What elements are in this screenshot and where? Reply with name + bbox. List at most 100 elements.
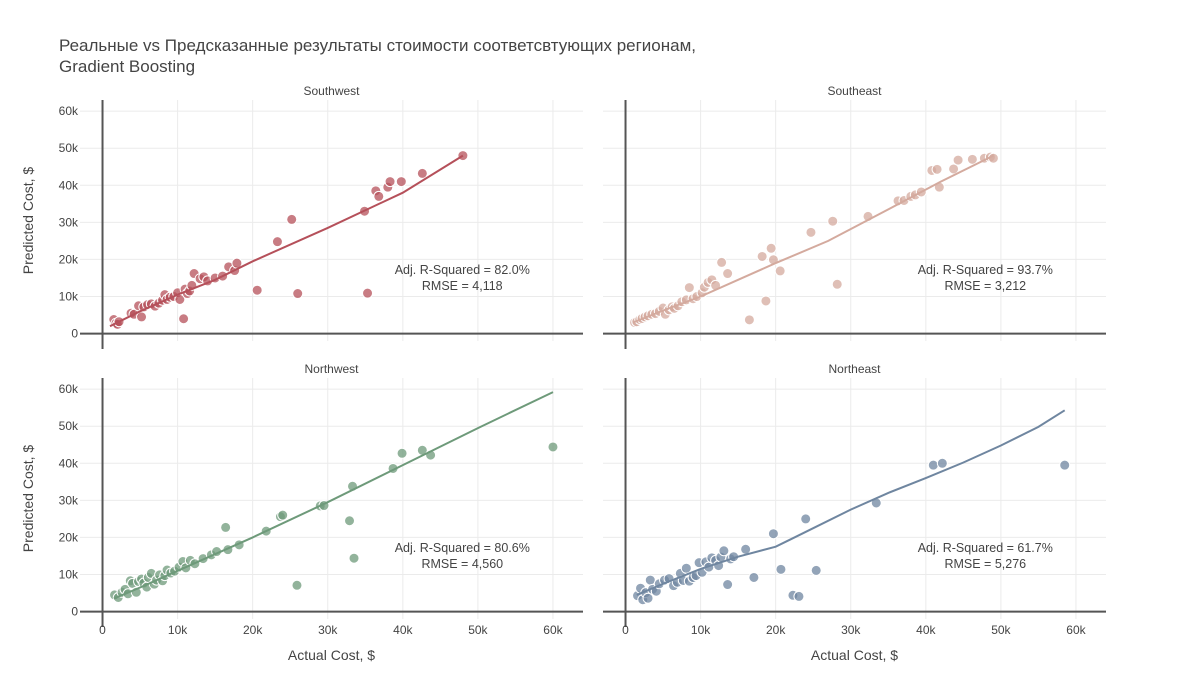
fit-annotation: Adj. R-Squared = 93.7% <box>918 263 1053 277</box>
data-point <box>384 176 396 188</box>
data-point <box>827 215 839 227</box>
data-point <box>251 284 263 296</box>
y-tick-label: 60k <box>59 382 79 396</box>
data-point <box>810 564 822 576</box>
data-point <box>775 563 787 575</box>
x-tick-label: 30k <box>841 623 861 637</box>
data-point <box>396 447 408 459</box>
facet-panel-southwest: Southwest 0 10k 20k 30k 40k 50k 60k Predicted Co… <box>20 84 583 349</box>
data-point <box>722 579 734 591</box>
y-tick-label: 10k <box>59 290 79 304</box>
data-point <box>348 552 360 564</box>
facet-panels: Southwest 0 10k 20k 30k 40k 50k 60k Predicted Co… <box>20 84 1106 663</box>
fit-annotation: RMSE = 4,118 <box>422 279 503 293</box>
x-tick-label: 10k <box>691 623 711 637</box>
y-tick-label: 10k <box>59 568 79 582</box>
facet-panel-northwest: Northwest 0 10k 20k 30k 40k 50k 60k Predicted Co… <box>20 362 583 663</box>
trend-line <box>632 154 994 324</box>
fit-annotation: RMSE = 5,276 <box>944 557 1026 571</box>
trend-line <box>113 391 554 600</box>
y-tick-label: 40k <box>59 456 79 470</box>
data-point <box>277 509 289 521</box>
data-point <box>642 592 654 604</box>
data-point <box>793 590 805 602</box>
y-tick-label: 30k <box>59 493 79 507</box>
x-tick-label: 40k <box>393 623 413 637</box>
data-point <box>344 515 356 527</box>
fit-annotation: RMSE = 3,212 <box>944 279 1026 293</box>
y-tick-label: 30k <box>59 215 79 229</box>
trend-line <box>109 154 464 328</box>
data-point <box>722 268 734 280</box>
x-tick-label: 20k <box>766 623 786 637</box>
data-point <box>952 154 964 166</box>
y-tick-label: 0 <box>71 605 78 619</box>
chart-title-line-2: Gradient Boosting <box>59 57 195 76</box>
data-point <box>831 278 843 290</box>
data-point <box>718 545 730 557</box>
data-point <box>395 176 407 188</box>
data-point <box>774 265 786 277</box>
y-tick-label: 0 <box>71 327 78 341</box>
data-point <box>756 250 768 262</box>
y-tick-label: 20k <box>59 530 79 544</box>
y-tick-label: 50k <box>59 141 79 155</box>
y-tick-label: 60k <box>59 104 79 118</box>
data-point <box>936 457 948 469</box>
data-point <box>931 163 943 175</box>
data-point <box>805 226 817 238</box>
x-tick-label: 30k <box>318 623 338 637</box>
data-point <box>292 288 304 300</box>
x-tick-label: 40k <box>916 623 936 637</box>
data-point <box>927 459 939 471</box>
data-point <box>291 579 303 591</box>
x-tick-label: 10k <box>168 623 188 637</box>
chart-title-line-1: Реальные vs Предсказанные результаты сто… <box>59 36 696 55</box>
fit-annotation: Adj. R-Squared = 80.6% <box>395 541 530 555</box>
y-tick-label: 50k <box>59 419 79 433</box>
fit-annotation: Adj. R-Squared = 61.7% <box>918 541 1053 555</box>
data-point <box>286 213 298 225</box>
data-point <box>765 242 777 254</box>
y-tick-label: 20k <box>59 252 79 266</box>
data-point <box>680 562 692 574</box>
data-point <box>948 163 960 175</box>
data-point <box>716 256 728 268</box>
x-tick-label: 0 <box>622 623 629 637</box>
data-point <box>966 153 978 165</box>
x-tick-label: 20k <box>243 623 263 637</box>
fit-annotation: Adj. R-Squared = 82.0% <box>395 263 530 277</box>
data-point <box>362 287 374 299</box>
data-point <box>760 295 772 307</box>
x-axis-title: Actual Cost, $ <box>288 647 375 663</box>
trend-line <box>636 409 1066 596</box>
data-point <box>683 282 695 294</box>
facet-panel-northeast: Northeast 0 10k 20k 30k 40k 50k 60k Actual Cost,… <box>603 362 1106 663</box>
y-tick-label: 40k <box>59 178 79 192</box>
x-axis-title: Actual Cost, $ <box>811 647 898 663</box>
x-tick-label: 50k <box>991 623 1011 637</box>
data-point <box>178 313 190 325</box>
y-axis-title: Predicted Cost, $ <box>20 167 36 275</box>
data-point <box>743 314 755 326</box>
data-point <box>271 236 283 248</box>
facet-title: Southwest <box>303 84 360 98</box>
y-axis-title: Predicted Cost, $ <box>20 445 36 553</box>
data-point <box>748 571 760 583</box>
x-tick-label: 60k <box>543 623 563 637</box>
data-point <box>220 521 232 533</box>
facet-title: Northeast <box>828 362 881 376</box>
data-point <box>644 574 656 586</box>
facet-title: Southeast <box>827 84 882 98</box>
x-tick-label: 60k <box>1066 623 1086 637</box>
data-point <box>547 441 559 453</box>
x-tick-label: 50k <box>468 623 488 637</box>
data-point <box>416 167 428 179</box>
fit-annotation: RMSE = 4,560 <box>421 557 503 571</box>
facet-panel-southeast: Southeast Adj. R-Squared = 93.7% RMSE = 3,… <box>603 84 1106 349</box>
data-point <box>800 513 812 525</box>
data-point <box>767 528 779 540</box>
x-tick-label: 0 <box>99 623 106 637</box>
data-point <box>1059 459 1071 471</box>
